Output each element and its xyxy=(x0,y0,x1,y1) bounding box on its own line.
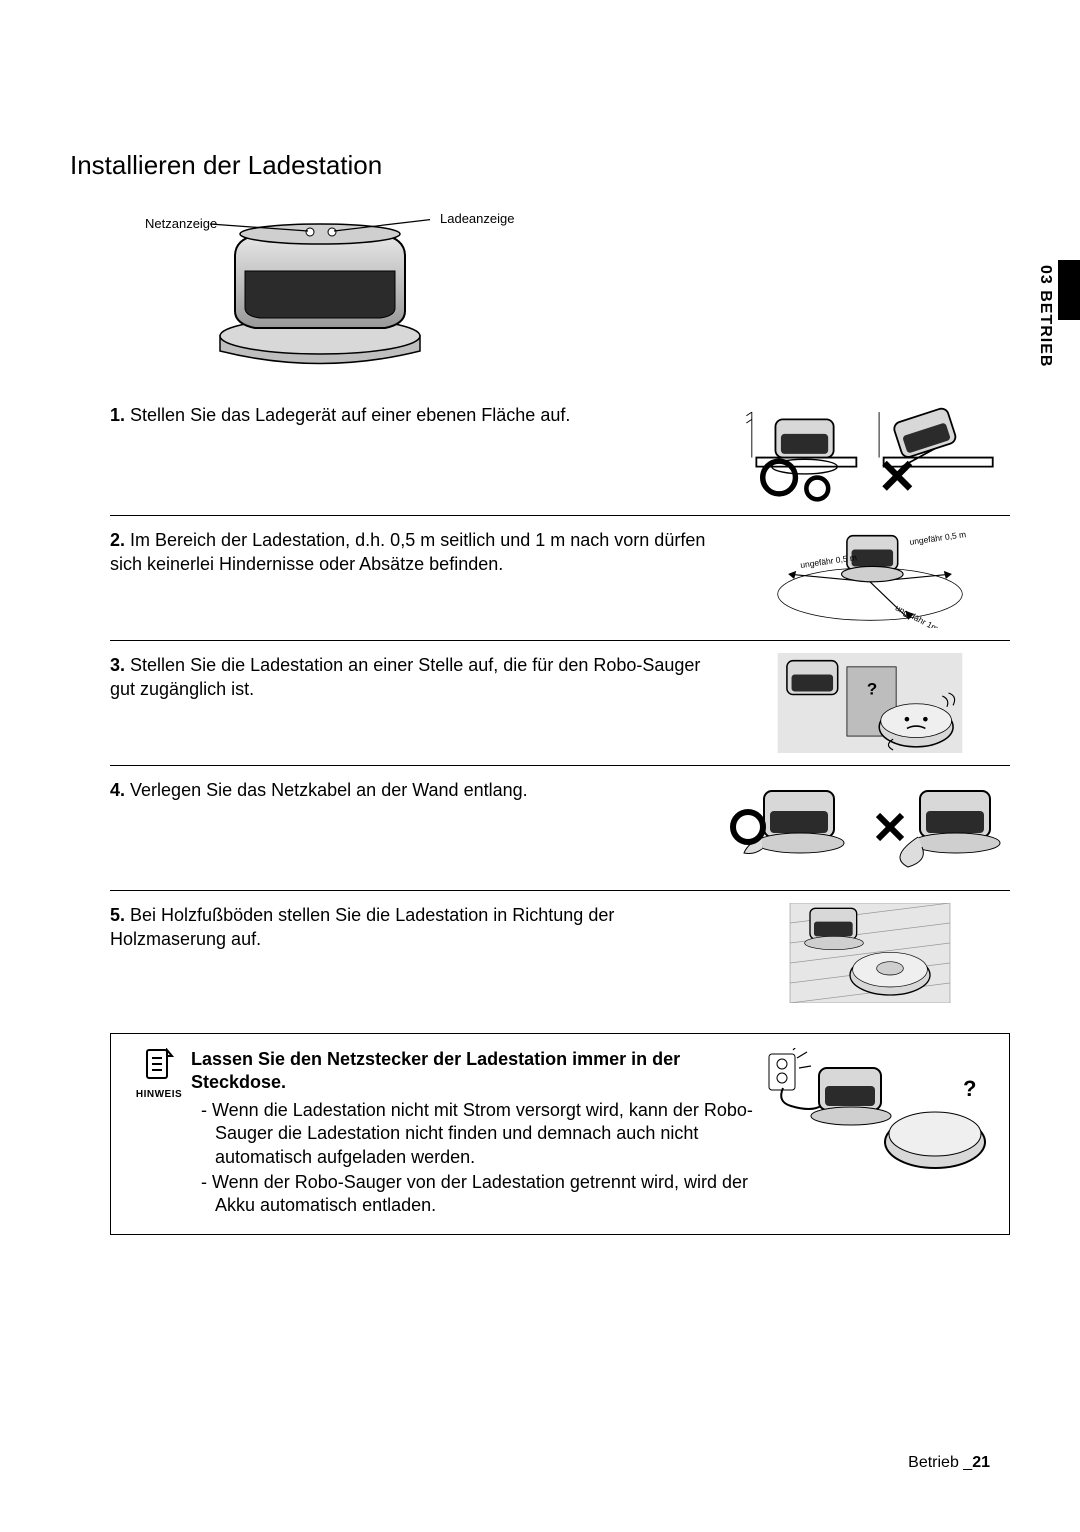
step-3: 3. Stellen Sie die Ladestation an einer … xyxy=(70,641,1010,765)
step-5: 5. Bei Holzfußböden stellen Sie die Lade… xyxy=(70,891,1010,1015)
side-tab-bar xyxy=(1058,260,1080,320)
manual-page: 03 BETRIEB Installieren der Ladestation … xyxy=(0,0,1080,1532)
step-2-figure: ungefähr 0,5 m ungefähr 0,5 m ungefähr 1… xyxy=(730,528,1010,628)
step-4-figure xyxy=(730,778,1010,878)
section-title: Installieren der Ladestation xyxy=(70,150,1010,181)
step-2-num: 2. xyxy=(110,530,125,550)
note-box: HINWEIS Lassen Sie den Netzstecker der L… xyxy=(110,1033,1010,1235)
note-icon-col: HINWEIS xyxy=(127,1048,191,1218)
step-4-body: Verlegen Sie das Netzkabel an der Wand e… xyxy=(130,780,528,800)
step-4: 4. Verlegen Sie das Netzkabel an der Wan… xyxy=(70,766,1010,890)
step-4-text: 4. Verlegen Sie das Netzkabel an der Wan… xyxy=(110,778,730,802)
note-figure: ? xyxy=(763,1048,993,1218)
step-1-text: 1. Stellen Sie das Ladegerät auf einer e… xyxy=(110,403,730,427)
step-4-num: 4. xyxy=(110,780,125,800)
step-2: 2. Im Bereich der Ladestation, d.h. 0,5 … xyxy=(70,516,1010,640)
question-mark: ? xyxy=(963,1076,976,1101)
note-icon xyxy=(127,1048,191,1087)
note-tag: HINWEIS xyxy=(127,1089,191,1100)
step-5-text: 5. Bei Holzfußböden stellen Sie die Lade… xyxy=(110,903,730,952)
step-3-text: 3. Stellen Sie die Ladestation an einer … xyxy=(110,653,730,702)
step-1-figure xyxy=(730,403,1010,503)
note-item: Wenn der Robo-Sauger von der Ladestation… xyxy=(191,1171,753,1218)
step-2-text: 2. Im Bereich der Ladestation, d.h. 0,5 … xyxy=(110,528,730,577)
step-2-body: Im Bereich der Ladestation, d.h. 0,5 m s… xyxy=(110,530,705,574)
label-ladeanzeige: Ladeanzeige xyxy=(440,211,514,226)
step-5-body: Bei Holzfußböden stellen Sie die Ladesta… xyxy=(110,905,614,949)
question-mark: ? xyxy=(867,680,877,699)
dock-illustration xyxy=(210,216,430,366)
step-5-figure xyxy=(730,903,1010,1003)
step-3-num: 3. xyxy=(110,655,125,675)
note-body: Lassen Sie den Netzstecker der Ladestati… xyxy=(191,1048,763,1218)
footer-page: 21 xyxy=(972,1454,990,1471)
step-1-num: 1. xyxy=(110,405,125,425)
step-1: 1. Stellen Sie das Ladegerät auf einer e… xyxy=(70,391,1010,515)
side-tab-label: 03 BETRIEB xyxy=(1036,265,1054,367)
dock-diagram: Netzanzeige Ladeanzeige xyxy=(110,211,1010,381)
note-title: Lassen Sie den Netzstecker der Ladestati… xyxy=(191,1048,753,1095)
step-3-figure: ? xyxy=(730,653,1010,753)
step2-label-front: ungefähr 1m xyxy=(894,602,941,628)
footer-section: Betrieb _ xyxy=(908,1454,972,1471)
step-1-body: Stellen Sie das Ladegerät auf einer eben… xyxy=(130,405,570,425)
label-netzanzeige: Netzanzeige xyxy=(145,216,217,231)
note-item: Wenn die Ladestation nicht mit Strom ver… xyxy=(191,1099,753,1169)
page-footer: Betrieb _21 xyxy=(908,1454,990,1472)
step-3-body: Stellen Sie die Ladestation an einer Ste… xyxy=(110,655,700,699)
step-5-num: 5. xyxy=(110,905,125,925)
step2-label-right: ungefähr 0,5 m xyxy=(909,529,967,547)
